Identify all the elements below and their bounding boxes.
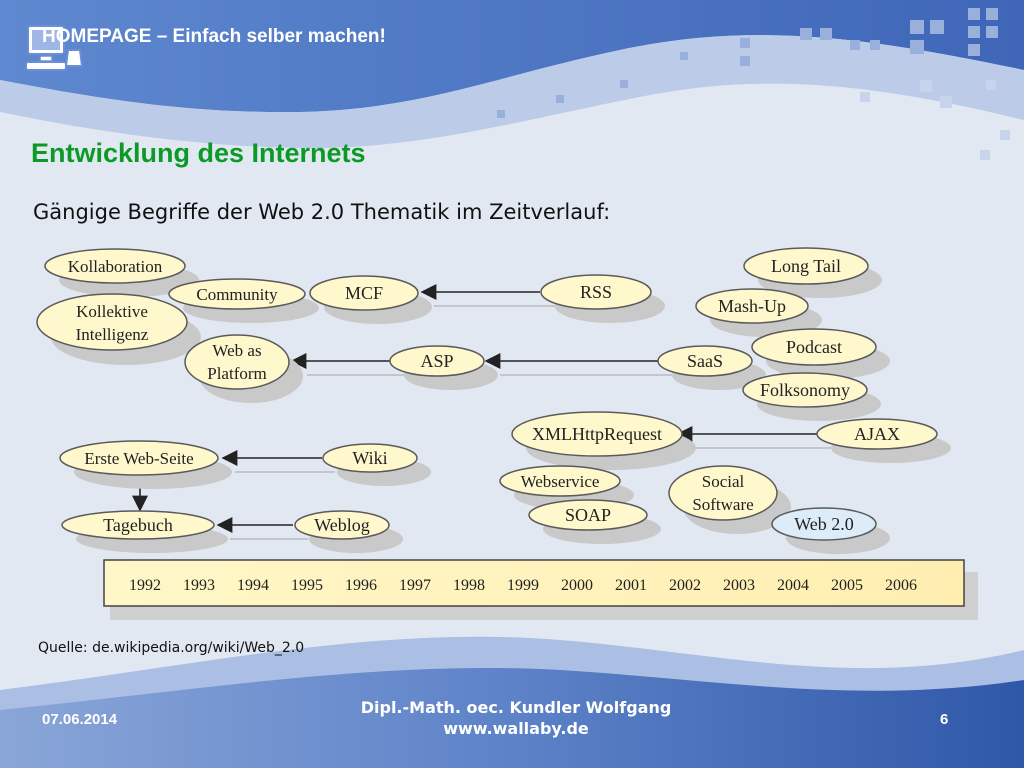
node-webservice <box>499 465 621 497</box>
node-soap-label: SOAP <box>565 505 611 525</box>
timeline-bar <box>103 559 965 607</box>
timeline-year-label: 2001 <box>615 577 647 594</box>
node-mash-up <box>695 288 809 324</box>
node-web20-label: Web 2.0 <box>794 514 854 534</box>
timeline-year-label: 2004 <box>777 577 809 594</box>
node-web-as-label-2: Platform <box>207 364 267 383</box>
node-erste-web-seite <box>59 440 219 476</box>
node-asp-label: ASP <box>420 351 453 371</box>
node-social-label-1: Social <box>702 472 745 491</box>
node-kollaboration-label: Kollaboration <box>68 257 163 276</box>
node-wiki-label: Wiki <box>352 448 387 468</box>
node-weblog-label: Weblog <box>314 515 370 535</box>
diagram-arrows <box>132 284 818 533</box>
footer-author-block: Dipl.-Math. oec. Kundler Wolfgang www.wa… <box>316 697 716 739</box>
timeline-year-label: 2003 <box>723 577 755 594</box>
timeline-year-label: 1994 <box>237 577 269 594</box>
page-number: 6 <box>940 711 949 728</box>
node-web-as-label-1: Web as <box>212 341 261 360</box>
diagram-nodes: Kollaboration Community MCF RSS Kollekti… <box>36 247 951 554</box>
timeline-year-label: 1993 <box>183 577 215 594</box>
node-community-label: Community <box>196 285 278 304</box>
node-soap <box>528 499 648 531</box>
node-webservice-label: Webservice <box>521 472 600 491</box>
node-saas-label: SaaS <box>687 351 723 371</box>
node-long-tail <box>743 247 869 285</box>
node-erste-web-seite-label: Erste Web-Seite <box>84 449 193 468</box>
node-rss <box>540 274 652 310</box>
node-social-label-2: Software <box>692 495 753 514</box>
timeline-year-label: 1996 <box>345 577 377 594</box>
timeline-year-label: 2005 <box>831 577 863 594</box>
node-kollektive-label-1: Kollektive <box>76 302 148 321</box>
node-kollektive-label-2: Intelligenz <box>76 325 149 344</box>
timeline-year-label: 2006 <box>885 577 917 594</box>
timeline-years: 1992 1993 1994 1995 1996 1997 1998 1999 2000 2001… <box>129 577 917 594</box>
source-citation: Quelle: de.wikipedia.org/wiki/Web_2.0 <box>38 640 305 656</box>
web20-timeline-diagram: Kollaboration Community MCF RSS Kollekti… <box>36 247 978 620</box>
node-kollektive-intelligenz <box>36 293 188 351</box>
node-wiki <box>322 443 418 473</box>
node-rss-label: RSS <box>580 282 612 302</box>
timeline-year-label: 1995 <box>291 577 323 594</box>
node-ajax-label: AJAX <box>854 424 900 444</box>
node-xmlhttprequest-label: XMLHttpRequest <box>532 424 662 444</box>
node-folksonomy <box>742 372 868 408</box>
footer-website: www.wallaby.de <box>443 719 589 738</box>
node-tagebuch <box>61 510 215 540</box>
node-long-tail-label: Long Tail <box>771 256 841 276</box>
footer-date: 07.06.2014 <box>42 711 118 728</box>
node-web-as-platform <box>184 334 290 390</box>
node-web20 <box>771 507 877 541</box>
timeline-year-label: 1992 <box>129 577 161 594</box>
node-community <box>168 278 306 310</box>
node-mcf <box>309 275 419 311</box>
node-mash-up-label: Mash-Up <box>718 296 786 316</box>
node-kollaboration <box>44 248 186 284</box>
slide-title: Entwicklung des Internets <box>31 138 366 168</box>
node-podcast <box>751 328 877 366</box>
computer-logo-icon <box>25 25 84 71</box>
node-mcf-label: MCF <box>345 283 383 303</box>
node-folksonomy-label: Folksonomy <box>760 380 850 400</box>
node-asp <box>389 345 485 377</box>
node-social-software <box>668 465 778 521</box>
node-weblog <box>294 510 390 540</box>
timeline-year-label: 1997 <box>399 577 431 594</box>
node-saas <box>657 345 753 377</box>
timeline-year-label: 1999 <box>507 577 539 594</box>
timeline-year-label: 1998 <box>453 577 485 594</box>
node-tagebuch-label: Tagebuch <box>103 515 173 535</box>
timeline-year-label: 2000 <box>561 577 593 594</box>
node-xmlhttprequest <box>511 411 683 457</box>
slide-subtitle: Gängige Begriffe der Web 2.0 Thematik im… <box>33 200 611 224</box>
node-ajax <box>816 418 938 450</box>
node-podcast-label: Podcast <box>786 337 842 357</box>
header-title: HOMEPAGE – Einfach selber machen! <box>42 26 386 47</box>
footer-author: Dipl.-Math. oec. Kundler Wolfgang <box>360 698 672 717</box>
timeline-year-label: 2002 <box>669 577 701 594</box>
